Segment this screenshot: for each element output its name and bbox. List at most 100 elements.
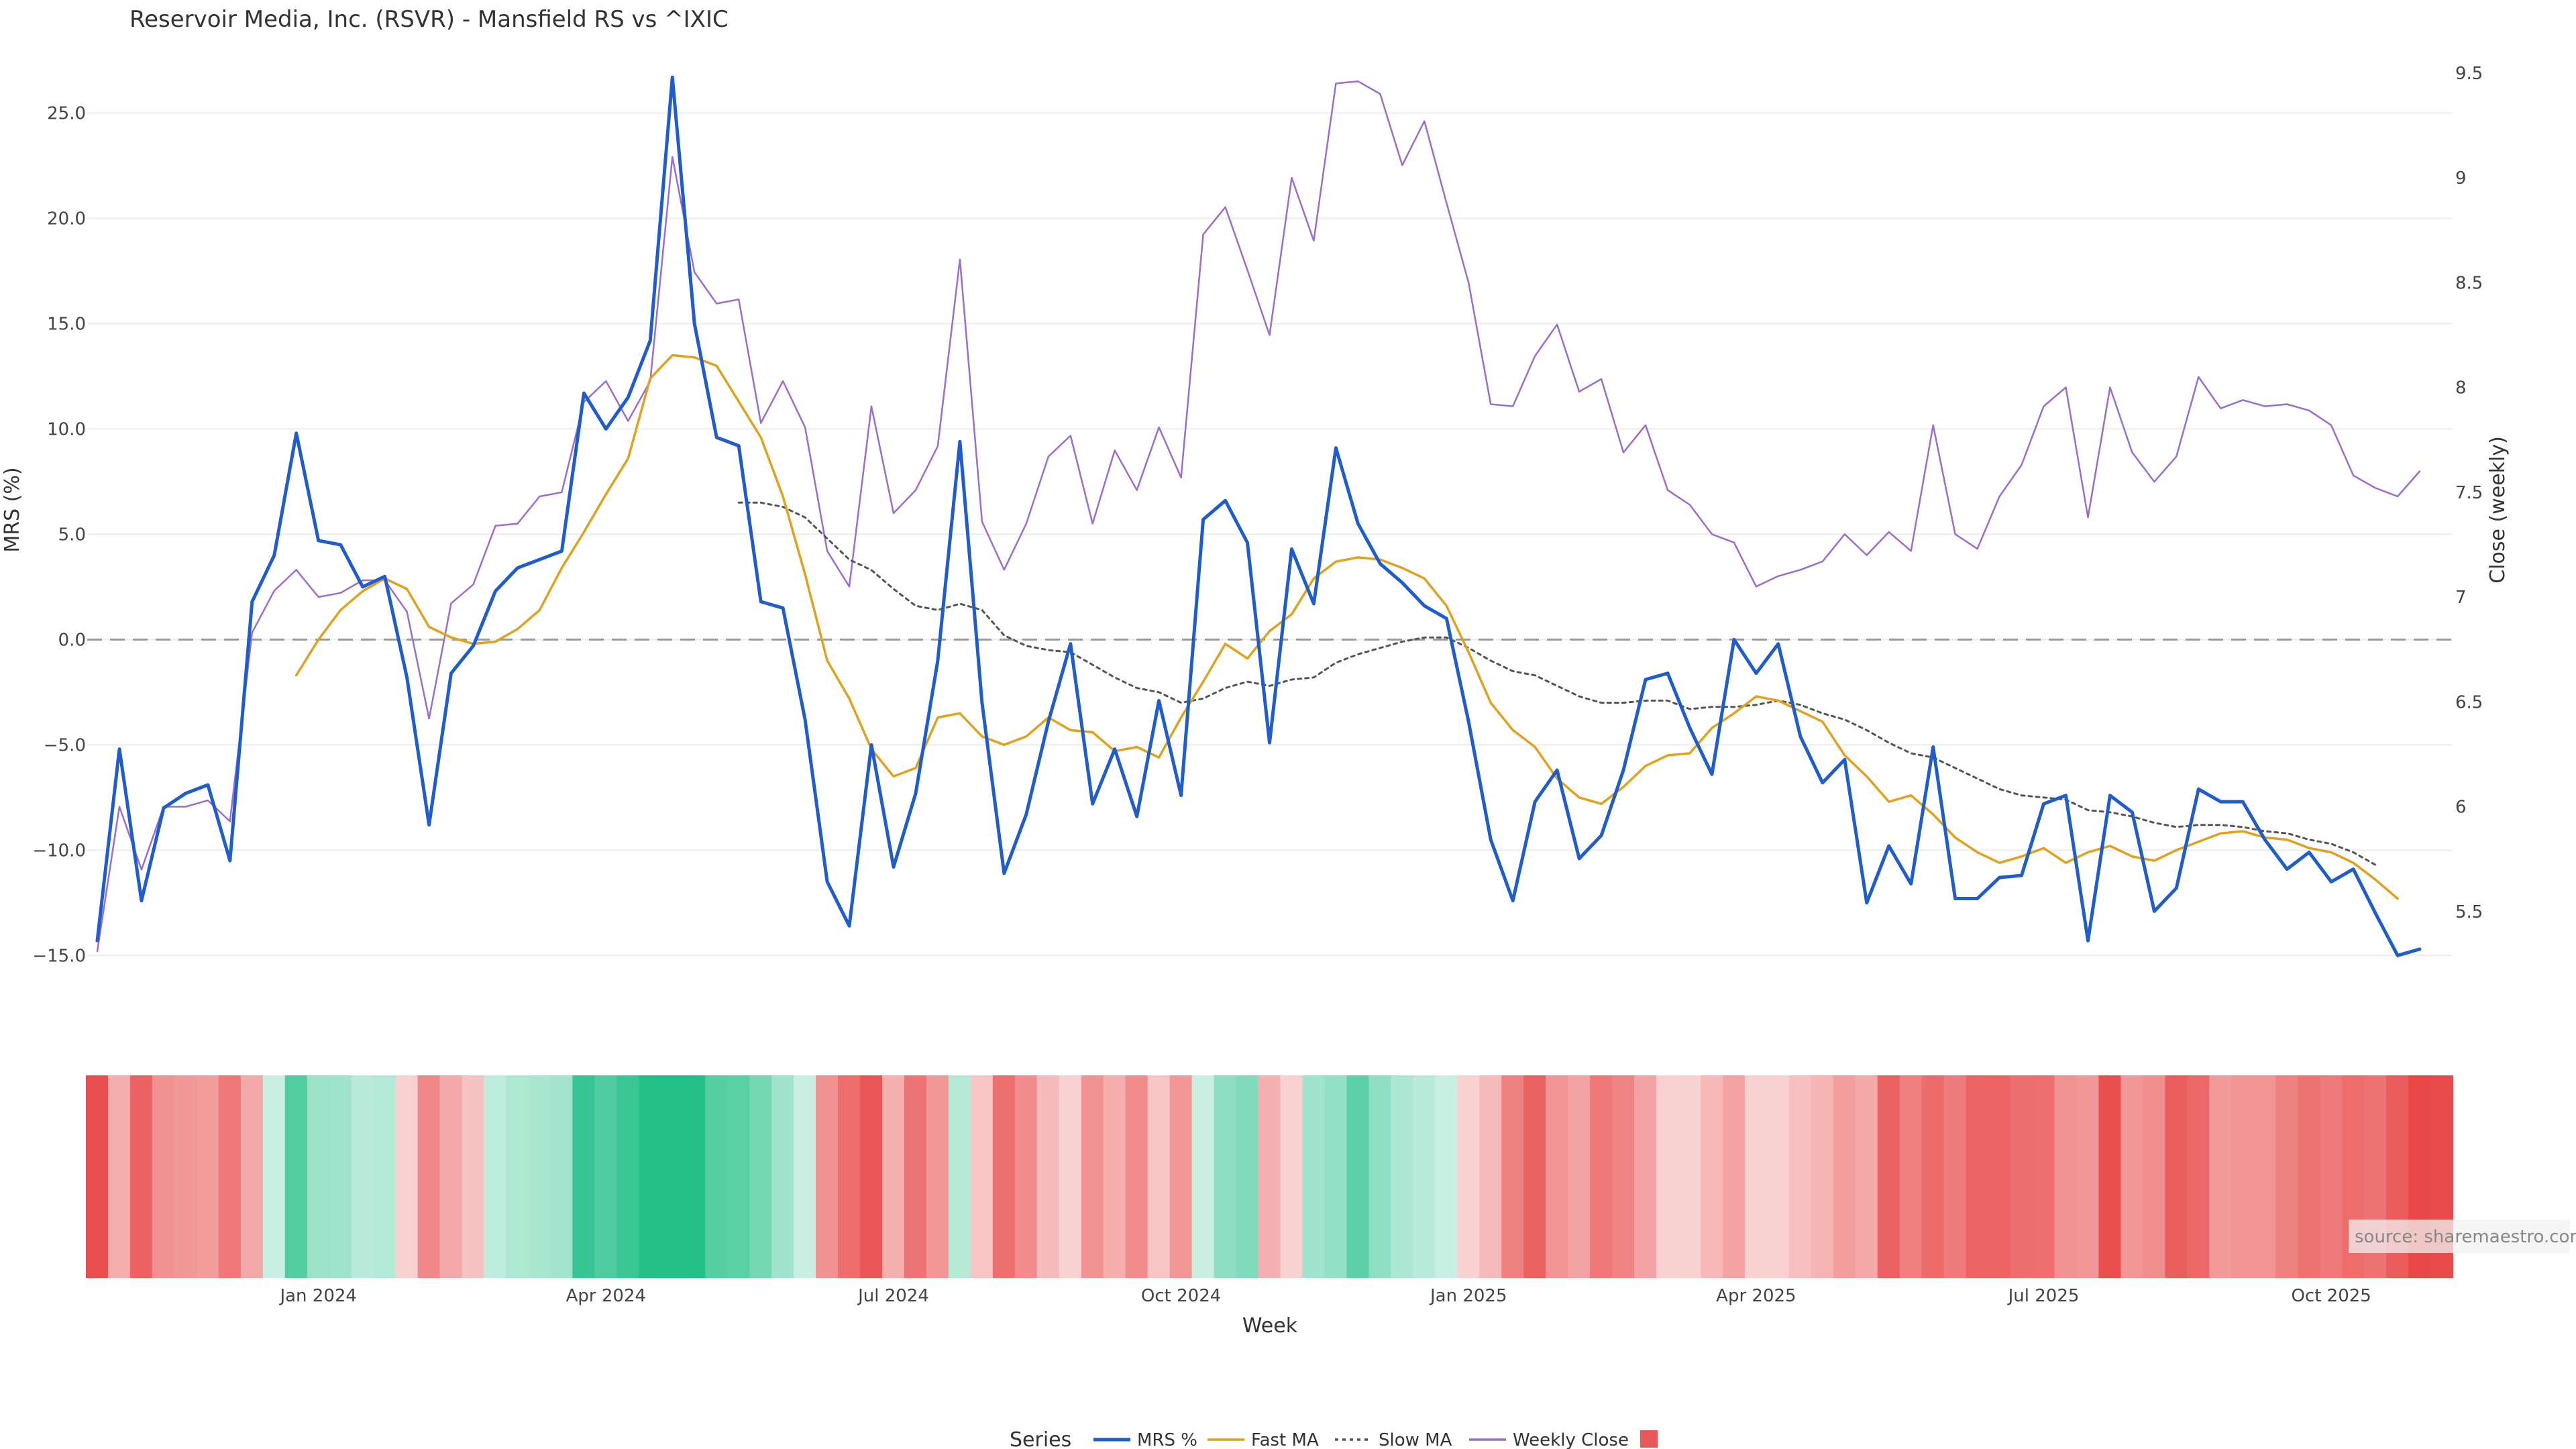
heat-cell bbox=[1435, 1075, 1458, 1278]
heat-cell bbox=[1169, 1075, 1193, 1278]
heat-cell bbox=[1191, 1075, 1215, 1278]
x-tick-label: Oct 2025 bbox=[2291, 1286, 2371, 1306]
right-tick-label: 9 bbox=[2455, 168, 2467, 189]
x-tick-label: Oct 2024 bbox=[1141, 1286, 1221, 1306]
heat-cell bbox=[1943, 1075, 1967, 1278]
left-tick-label: 5.0 bbox=[58, 525, 86, 545]
heat-cell bbox=[462, 1075, 485, 1278]
heat-cell bbox=[174, 1075, 197, 1278]
heat-cell bbox=[1125, 1075, 1148, 1278]
series-line-weekly-close bbox=[96, 80, 2421, 953]
left-tick-label: 0.0 bbox=[58, 630, 86, 650]
right-axis-ticks: 9.5 9 8.5 8 7.5 7 6.5 6 5.5 bbox=[2455, 64, 2483, 922]
x-tick-label: Jul 2024 bbox=[857, 1286, 929, 1306]
heat-cell bbox=[1036, 1075, 1060, 1278]
heat-cell bbox=[1413, 1075, 1436, 1278]
heat-cell bbox=[1855, 1075, 1878, 1278]
heat-cell bbox=[395, 1075, 419, 1278]
heat-cell bbox=[417, 1075, 441, 1278]
legend-label: Slow MA bbox=[1379, 1430, 1452, 1449]
right-tick-label: 5.5 bbox=[2455, 902, 2483, 922]
left-axis-ticks: 25.0 20.0 15.0 10.0 5.0 0.0 −5.0 −10.0 −15.0 bbox=[32, 103, 86, 966]
heat-cell bbox=[1214, 1075, 1237, 1278]
left-tick-label: 25.0 bbox=[47, 103, 86, 123]
heat-cell bbox=[683, 1075, 706, 1278]
heat-cell bbox=[1966, 1075, 1989, 1278]
heat-cell bbox=[506, 1075, 529, 1278]
heat-cell bbox=[1899, 1075, 1923, 1278]
left-tick-label: 10.0 bbox=[47, 419, 86, 439]
heat-cell bbox=[881, 1075, 905, 1278]
heat-cell bbox=[351, 1075, 374, 1278]
heat-cell bbox=[816, 1075, 839, 1278]
heat-cell bbox=[1722, 1075, 1746, 1278]
heat-cell bbox=[661, 1075, 684, 1278]
heat-cell bbox=[1811, 1075, 1834, 1278]
right-tick-label: 7.5 bbox=[2455, 483, 2483, 503]
heat-cell bbox=[218, 1075, 241, 1278]
series-lines bbox=[95, 75, 2422, 957]
left-tick-label: −5.0 bbox=[44, 735, 86, 755]
legend-title: Series bbox=[1010, 1428, 1071, 1449]
heat-cell bbox=[1147, 1075, 1171, 1278]
heat-cell bbox=[1103, 1075, 1126, 1278]
heat-cell bbox=[838, 1075, 861, 1278]
heat-cell bbox=[1014, 1075, 1038, 1278]
heat-cell bbox=[484, 1075, 507, 1278]
heat-cell bbox=[749, 1075, 773, 1278]
heat-cell bbox=[948, 1075, 971, 1278]
x-tick-label: Apr 2024 bbox=[566, 1286, 646, 1306]
right-tick-label: 7 bbox=[2455, 588, 2467, 608]
heat-cell bbox=[2209, 1075, 2233, 1278]
heat-cell bbox=[2098, 1075, 2122, 1278]
heat-cell bbox=[2298, 1075, 2321, 1278]
series-line-slow-ma bbox=[737, 501, 2377, 866]
heat-cell bbox=[284, 1075, 308, 1278]
x-tick-label: Jan 2024 bbox=[278, 1286, 357, 1306]
left-axis-label: MRS (%) bbox=[1, 467, 24, 552]
heat-cell bbox=[2320, 1075, 2343, 1278]
source-badge bbox=[2349, 1220, 2570, 1253]
heat-cell bbox=[1346, 1075, 1370, 1278]
heat-cell bbox=[1877, 1075, 1900, 1278]
heat-cell bbox=[1280, 1075, 1303, 1278]
heat-cell bbox=[528, 1075, 551, 1278]
chart-title: Reservoir Media, Inc. (RSVR) - Mansfield… bbox=[129, 6, 729, 33]
right-tick-label: 6.5 bbox=[2455, 692, 2483, 712]
heat-cell bbox=[307, 1075, 330, 1278]
heat-cell bbox=[1324, 1075, 1348, 1278]
heat-cell bbox=[1678, 1075, 1701, 1278]
legend-label: Fast MA bbox=[1251, 1430, 1319, 1449]
heat-cell bbox=[129, 1075, 153, 1278]
heat-cell bbox=[1656, 1075, 1679, 1278]
heat-cell bbox=[1612, 1075, 1635, 1278]
heat-cell bbox=[1766, 1075, 1790, 1278]
heat-cell bbox=[1457, 1075, 1481, 1278]
heat-cell bbox=[2010, 1075, 2033, 1278]
series-line-mrs bbox=[95, 75, 2422, 957]
heat-cell bbox=[2253, 1075, 2277, 1278]
heat-cell bbox=[1546, 1075, 1569, 1278]
heat-cell bbox=[1634, 1075, 1657, 1278]
heat-cell bbox=[794, 1075, 817, 1278]
heat-cell bbox=[1788, 1075, 1812, 1278]
x-tick-label: Jul 2025 bbox=[2007, 1286, 2080, 1306]
heat-cell bbox=[594, 1075, 618, 1278]
heat-cell bbox=[1479, 1075, 1503, 1278]
heat-cell bbox=[196, 1075, 219, 1278]
heat-cell bbox=[1059, 1075, 1082, 1278]
left-tick-label: 20.0 bbox=[47, 209, 86, 229]
x-axis-ticks: Jan 2024 Apr 2024 Jul 2024 Oct 2024 Jan 2025… bbox=[278, 1286, 2371, 1306]
heat-cell bbox=[2231, 1075, 2255, 1278]
right-tick-label: 9.5 bbox=[2455, 64, 2483, 84]
legend-label: MRS % bbox=[1137, 1430, 1197, 1449]
heat-cell bbox=[1302, 1075, 1326, 1278]
right-tick-label: 8 bbox=[2455, 378, 2467, 398]
heat-cell bbox=[860, 1075, 883, 1278]
heat-cell bbox=[1700, 1075, 1723, 1278]
heat-cell bbox=[992, 1075, 1016, 1278]
heat-cell bbox=[572, 1075, 596, 1278]
left-tick-label: −15.0 bbox=[32, 946, 86, 966]
heat-cell bbox=[1523, 1075, 1547, 1278]
